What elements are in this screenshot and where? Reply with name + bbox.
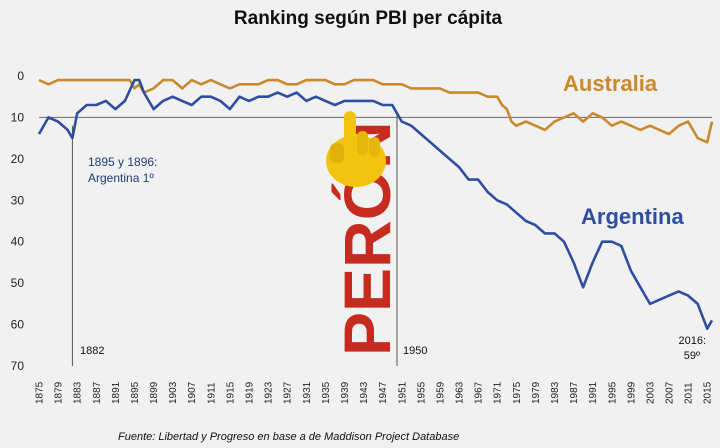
annotation-1895-line1: 1895 y 1896: [88, 155, 157, 169]
y-axis-ticks: 0 10 20 30 40 50 60 70 [11, 69, 25, 373]
x-tick-label: 1939 [340, 381, 351, 404]
x-tick-label: 1971 [493, 381, 504, 404]
x-tick-label: 2007 [665, 381, 676, 404]
series-lines [37, 78, 714, 331]
x-tick-label: 1935 [321, 381, 332, 404]
y-tick-label: 30 [11, 193, 25, 207]
x-tick-label: 1947 [378, 381, 389, 404]
y-tick-label: 40 [11, 235, 25, 249]
x-tick-label: 1995 [607, 381, 618, 404]
x-tick-label: 1943 [359, 381, 370, 404]
source-note: Fuente: Libertad y Progreso en base a de… [118, 431, 459, 443]
x-tick-label: 1911 [206, 382, 217, 404]
marker-1882-label: 1882 [80, 345, 104, 357]
x-tick-label: 1987 [569, 381, 580, 404]
y-tick-label: 10 [11, 110, 25, 124]
x-tick-label: 1967 [474, 381, 485, 404]
australia-label: Australia [563, 71, 658, 96]
x-tick-label: 1887 [92, 381, 103, 404]
y-tick-label: 50 [11, 276, 25, 290]
x-tick-label: 1919 [245, 381, 256, 404]
x-tick-label: 1907 [187, 381, 198, 404]
marker-1950-label: 1950 [403, 345, 427, 357]
x-tick-label: 1955 [416, 381, 427, 404]
x-tick-label: 2011 [684, 382, 695, 404]
x-tick-label: 1999 [626, 381, 637, 404]
x-tick-label: 1875 [35, 381, 46, 404]
pointing-hand-icon [326, 111, 386, 187]
x-tick-label: 1959 [435, 381, 446, 404]
chart-title: Ranking según PBI per cápita [234, 8, 503, 29]
x-tick-label: 2003 [645, 381, 656, 404]
x-axis-ticks: 1875 1879 1883 1887 1891 1895 1899 1903 1907 1911… [35, 381, 714, 404]
x-tick-label: 1891 [111, 381, 122, 404]
x-tick-label: 1951 [397, 381, 408, 404]
y-tick-label: 60 [11, 318, 25, 332]
x-tick-label: 1983 [550, 381, 561, 404]
end-label-line1: 2016: [678, 335, 706, 347]
x-tick-label: 1991 [588, 381, 599, 404]
y-tick-label: 70 [11, 359, 25, 373]
y-tick-label: 20 [11, 152, 25, 166]
x-tick-label: 1883 [73, 381, 84, 404]
x-tick-label: 1895 [130, 381, 141, 404]
x-tick-label: 1931 [302, 381, 313, 404]
end-label-line2: 59º [684, 350, 700, 362]
x-tick-label: 1963 [455, 381, 466, 404]
x-tick-label: 1903 [168, 381, 179, 404]
argentina-label: Argentina [581, 204, 684, 229]
x-tick-label: 1979 [531, 381, 542, 404]
annotation-1895-line2: Argentina 1º [88, 171, 154, 185]
x-tick-label: 1975 [512, 381, 523, 404]
x-tick-label: 1923 [264, 381, 275, 404]
x-tick-label: 1927 [283, 381, 294, 404]
x-tick-label: 1915 [225, 381, 236, 404]
x-tick-label: 1899 [149, 381, 160, 404]
x-tick-label: 2015 [703, 381, 714, 404]
y-tick-label: 0 [17, 69, 24, 83]
x-tick-label: 1879 [54, 381, 65, 404]
series-line-argentina [37, 78, 714, 331]
